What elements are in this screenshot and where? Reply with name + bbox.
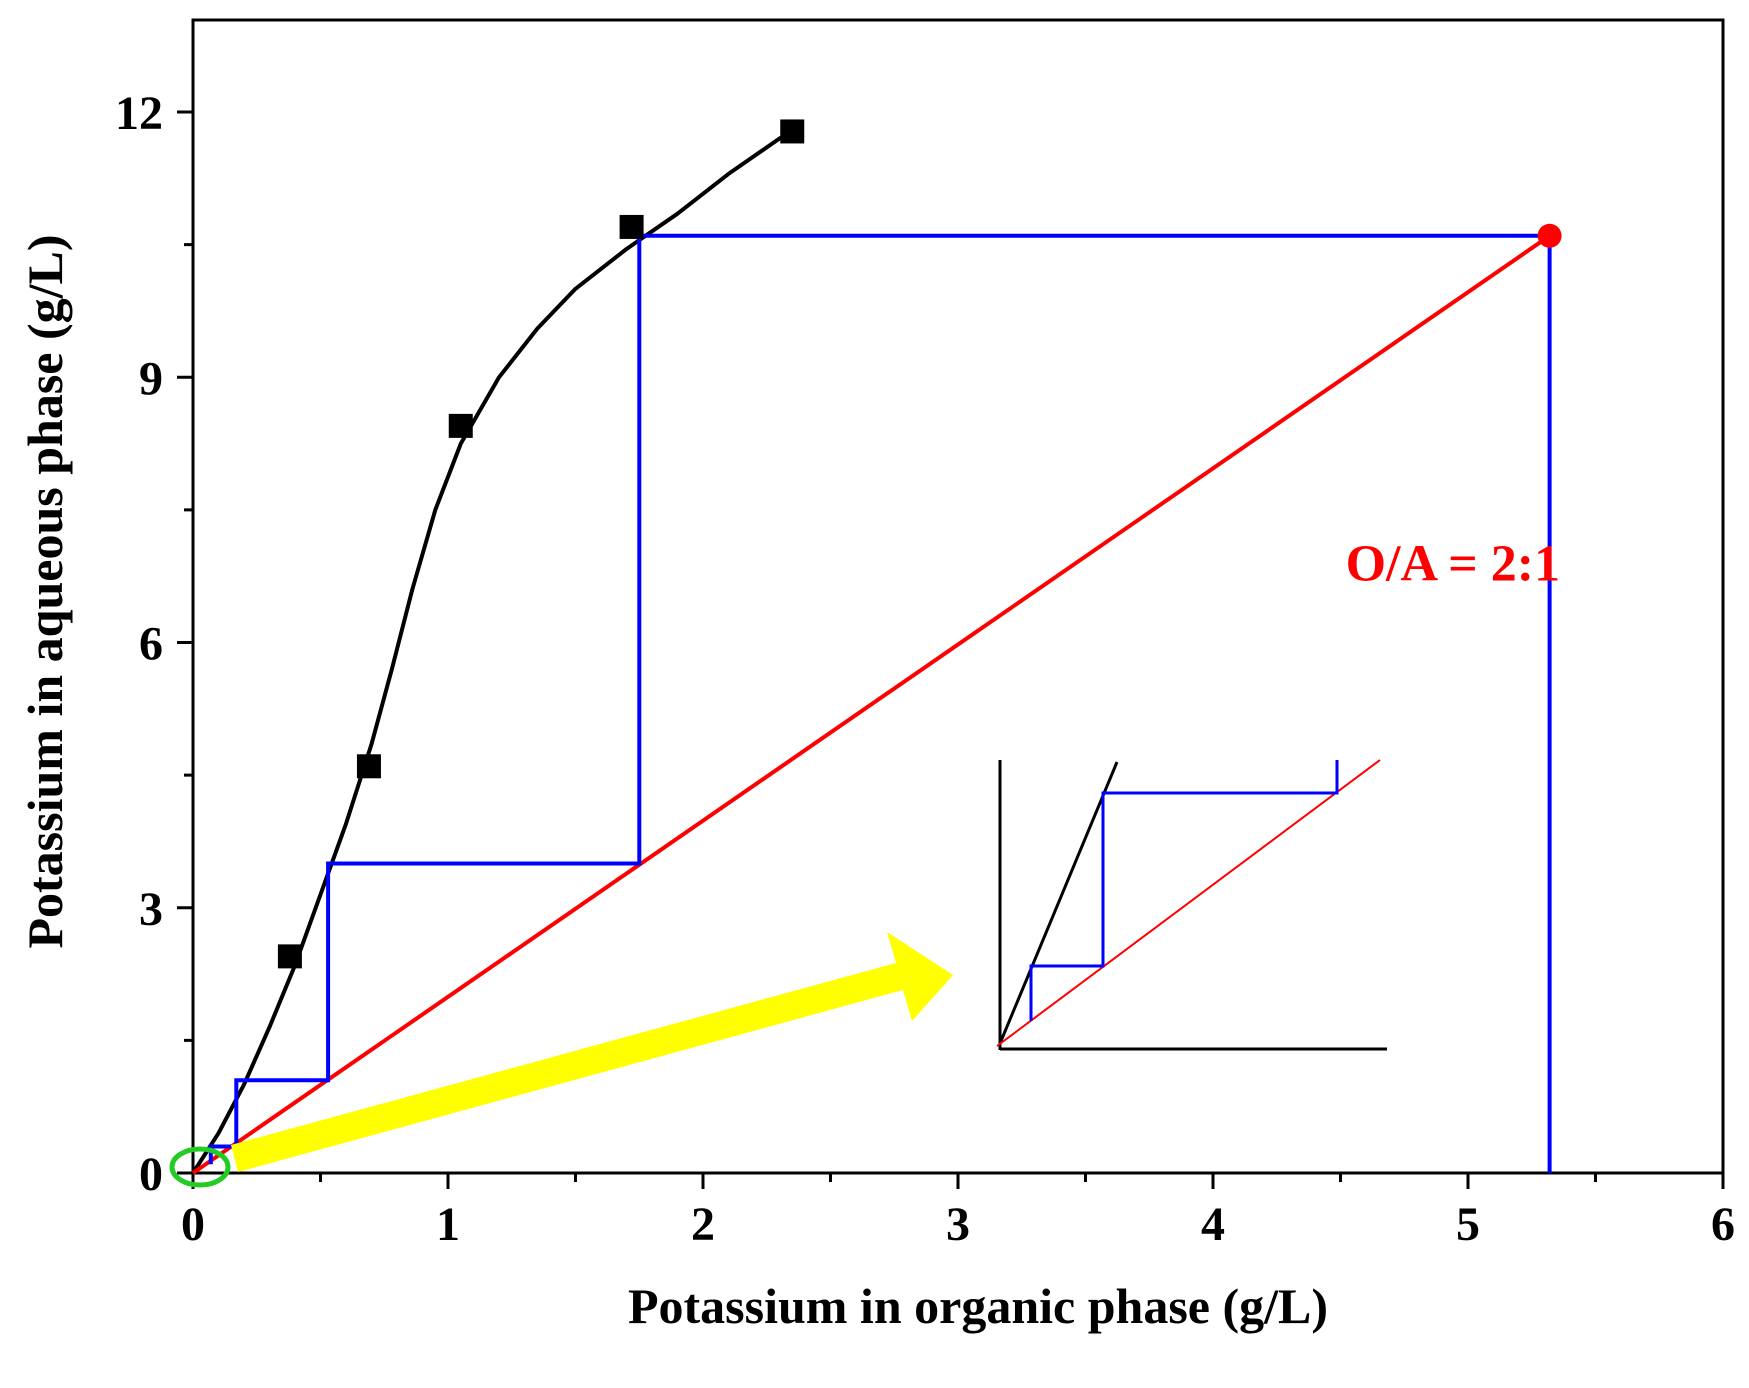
ratio-annotation: O/A = 2:1 <box>1346 536 1561 593</box>
plot-frame <box>191 18 1725 1175</box>
stage-steps <box>208 233 1552 1173</box>
data-point-square <box>780 119 805 144</box>
data-point-square <box>619 214 644 239</box>
plot-area <box>169 18 1725 1189</box>
inset-stage-steps <box>1029 760 1339 1021</box>
feed-point-circle <box>1537 223 1562 248</box>
y-axis-title: Potassium in aqueous phase (g/L) <box>17 234 73 948</box>
y-tick-label: 3 <box>139 883 163 936</box>
y-tick-label: 6 <box>139 618 163 671</box>
x-tick-label: 6 <box>1711 1198 1735 1251</box>
data-point-square <box>448 413 473 438</box>
data-point-square <box>356 754 381 779</box>
x-tick-label: 4 <box>1201 1198 1225 1251</box>
y-tick-label: 0 <box>139 1148 163 1201</box>
y-tick-label: 12 <box>115 87 163 140</box>
zoom-inset <box>996 759 1387 1051</box>
y-tick-label: 9 <box>139 352 163 405</box>
isotherm-curve <box>191 129 794 1175</box>
x-axis-title: Potassium in organic phase (g/L) <box>628 1278 1328 1334</box>
x-tick-label: 1 <box>436 1198 460 1251</box>
origin-highlight-ellipse <box>169 1146 231 1188</box>
data-point-square <box>277 944 302 969</box>
inset-operating-line <box>996 759 1381 1047</box>
x-tick-label: 0 <box>181 1198 205 1251</box>
x-tick-label: 3 <box>946 1198 970 1251</box>
zoom-arrow <box>231 932 953 1172</box>
x-tick-label: 5 <box>1456 1198 1480 1251</box>
operating-line <box>191 234 1551 1175</box>
inset-isotherm <box>999 761 1119 1042</box>
x-tick-label: 2 <box>691 1198 715 1251</box>
